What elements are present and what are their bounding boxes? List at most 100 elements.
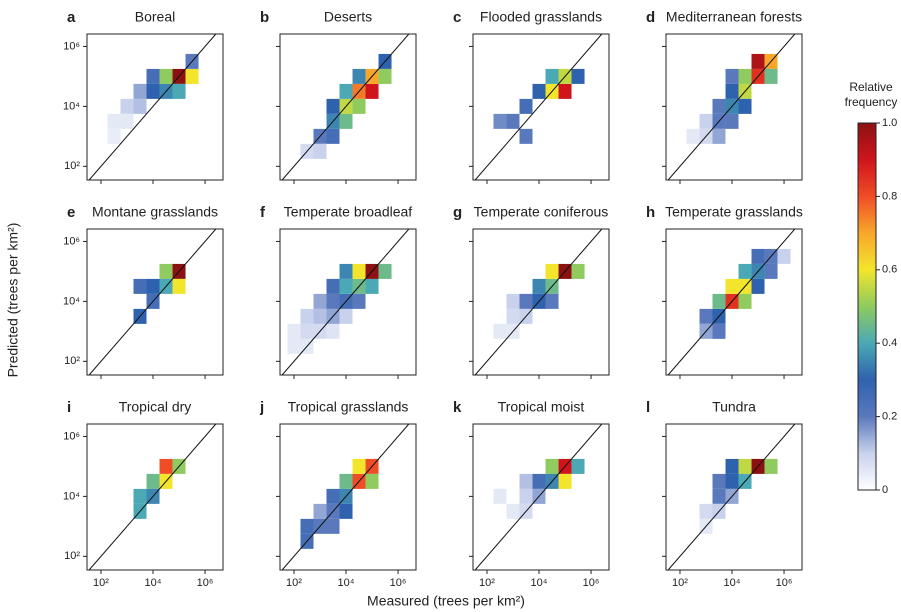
heatmap-cell (339, 113, 353, 129)
heatmap-cell (159, 458, 173, 474)
panel-frame (665, 228, 803, 376)
heatmap-cell (146, 278, 160, 294)
heatmap-cell (725, 473, 739, 489)
panel-frame (472, 423, 610, 571)
heatmap-cell (712, 488, 726, 504)
x-tick-label: 10⁶ (776, 577, 793, 589)
heatmap-cell (326, 128, 340, 144)
heatmap-cell (493, 488, 507, 504)
heatmap-cell (159, 263, 173, 279)
panel-frame (86, 228, 224, 376)
heatmap-cell (300, 308, 314, 324)
one-to-one-line (667, 34, 796, 180)
heatmap-cell (326, 98, 340, 114)
y-axis-title: Predicted (trees per km²) (5, 223, 21, 378)
heatmap-cell (738, 263, 752, 279)
heatmap-cell (738, 293, 752, 309)
y-tick-label: 10² (64, 355, 80, 367)
one-to-one-line (88, 229, 217, 375)
heatmap-cell (506, 503, 520, 519)
heatmap-cell (352, 98, 366, 114)
panel-letter: j (259, 399, 264, 416)
one-to-one-line (281, 424, 410, 570)
heatmap-cell (712, 98, 726, 114)
heatmap-cell (686, 128, 700, 144)
x-axis-title: Measured (trees per km²) (367, 593, 525, 609)
heatmap-cell (326, 323, 340, 339)
panel-frame (86, 33, 224, 181)
heatmap-cell (107, 113, 121, 129)
heatmap-cell (287, 323, 301, 339)
heatmap-cell (313, 293, 327, 309)
x-tick-label: 10² (286, 577, 302, 589)
colorbar-tick-label: 0 (882, 484, 888, 496)
heatmap-cell (519, 293, 533, 309)
heatmap-cell (506, 308, 520, 324)
heatmap-cell (532, 278, 546, 294)
heatmap-cell (493, 323, 507, 339)
panel-frame (279, 228, 417, 376)
x-tick-label: 10⁶ (390, 577, 407, 589)
heatmap-cell (146, 68, 160, 84)
heatmap-cell (545, 458, 559, 474)
heatmap-cell (120, 98, 134, 114)
heatmap-cell (146, 83, 160, 99)
heatmap-cell (571, 263, 585, 279)
panel-title: Montane grasslands (92, 204, 218, 220)
x-tick-label: 10⁴ (145, 577, 162, 589)
heatmap-cell (120, 113, 134, 129)
x-tick-label: 10⁴ (531, 577, 548, 589)
heatmap-cell (764, 68, 778, 84)
heatmap-cell (300, 518, 314, 534)
heatmap-cell (571, 68, 585, 84)
panel-title: Mediterranean forests (666, 9, 802, 25)
colorbar-tick-label: 0.2 (882, 411, 897, 423)
one-to-one-line (88, 34, 217, 180)
heatmap-cell (725, 83, 739, 99)
panel (474, 34, 603, 180)
heatmap-cell (712, 128, 726, 144)
panel-frame (472, 228, 610, 376)
panel-letter: g (453, 204, 462, 221)
heatmap-cell (699, 308, 713, 324)
panel-title: Tundra (712, 399, 756, 415)
heatmap-cell (532, 83, 546, 99)
heatmap-cell (313, 143, 327, 159)
x-tick-label: 10² (672, 577, 688, 589)
heatmap-cell (313, 308, 327, 324)
heatmap-cell (352, 458, 366, 474)
heatmap-cell (738, 98, 752, 114)
panel-frame (472, 33, 610, 181)
heatmap-cell (699, 113, 713, 129)
one-to-one-line (88, 424, 217, 570)
panel-letter: e (67, 204, 75, 221)
heatmap-cell (764, 458, 778, 474)
panel-frame (665, 33, 803, 181)
y-tick-label: 10⁶ (63, 235, 80, 247)
panel-title: Deserts (324, 9, 372, 25)
heatmap-cell (172, 83, 186, 99)
panel-frame (279, 423, 417, 571)
one-to-one-line (474, 229, 603, 375)
panel-title: Temperate broadleaf (284, 204, 413, 220)
heatmap-cell (738, 458, 752, 474)
heatmap-cell (506, 113, 520, 129)
heatmap-cell (159, 68, 173, 84)
heatmap-cell (545, 293, 559, 309)
heatmap-cell (738, 68, 752, 84)
heatmap-cell (519, 128, 533, 144)
colorbar-title: Relative frequency (844, 80, 898, 109)
heatmap-cell (506, 293, 520, 309)
y-tick-label: 10⁶ (63, 430, 80, 442)
y-tick-label: 10² (64, 160, 80, 172)
colorbar-tick-label: 0.8 (882, 190, 897, 202)
panel (281, 34, 410, 180)
panel-frame (279, 33, 417, 181)
panel-letter: c (453, 9, 461, 26)
panel-letter: a (67, 9, 76, 26)
heatmap-cell (339, 263, 353, 279)
colorbar-tick-label: 1.0 (882, 117, 897, 129)
heatmap-cell (378, 68, 392, 84)
panel (281, 424, 410, 570)
panel (667, 229, 796, 375)
